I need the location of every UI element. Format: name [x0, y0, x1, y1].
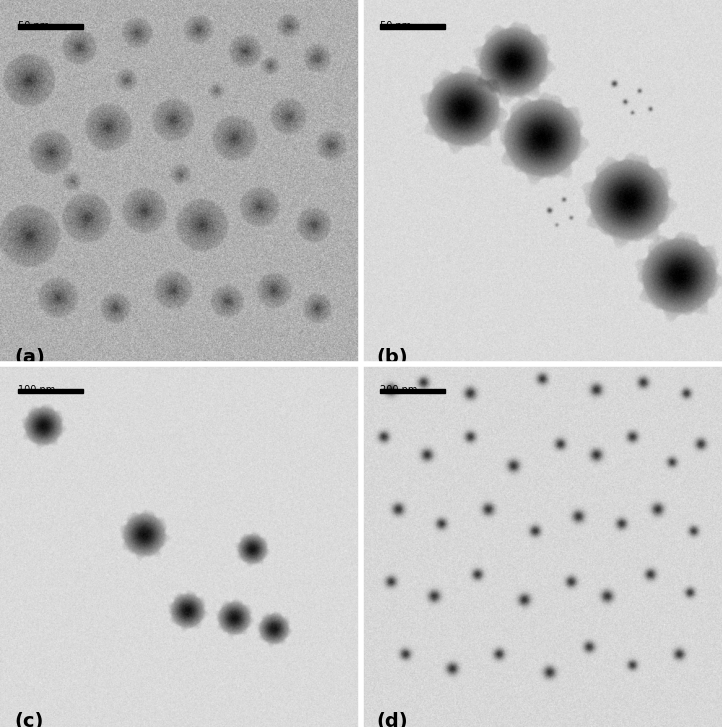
Text: (b): (b) [376, 348, 408, 367]
Text: 200 nm: 200 nm [380, 385, 417, 395]
Bar [380, 24, 445, 29]
Text: 100 nm: 100 nm [18, 385, 56, 395]
Bar [18, 24, 83, 29]
Text: (c): (c) [14, 712, 44, 727]
Text: (d): (d) [376, 712, 408, 727]
Bar [380, 389, 445, 393]
Text: 50 nm: 50 nm [380, 20, 411, 31]
Bar [14, 385, 87, 415]
Bar [14, 20, 87, 51]
Text: (a): (a) [14, 348, 45, 367]
Bar [18, 389, 83, 393]
Bar [376, 20, 448, 51]
Text: 50 nm: 50 nm [18, 20, 49, 31]
Bar [376, 385, 448, 415]
